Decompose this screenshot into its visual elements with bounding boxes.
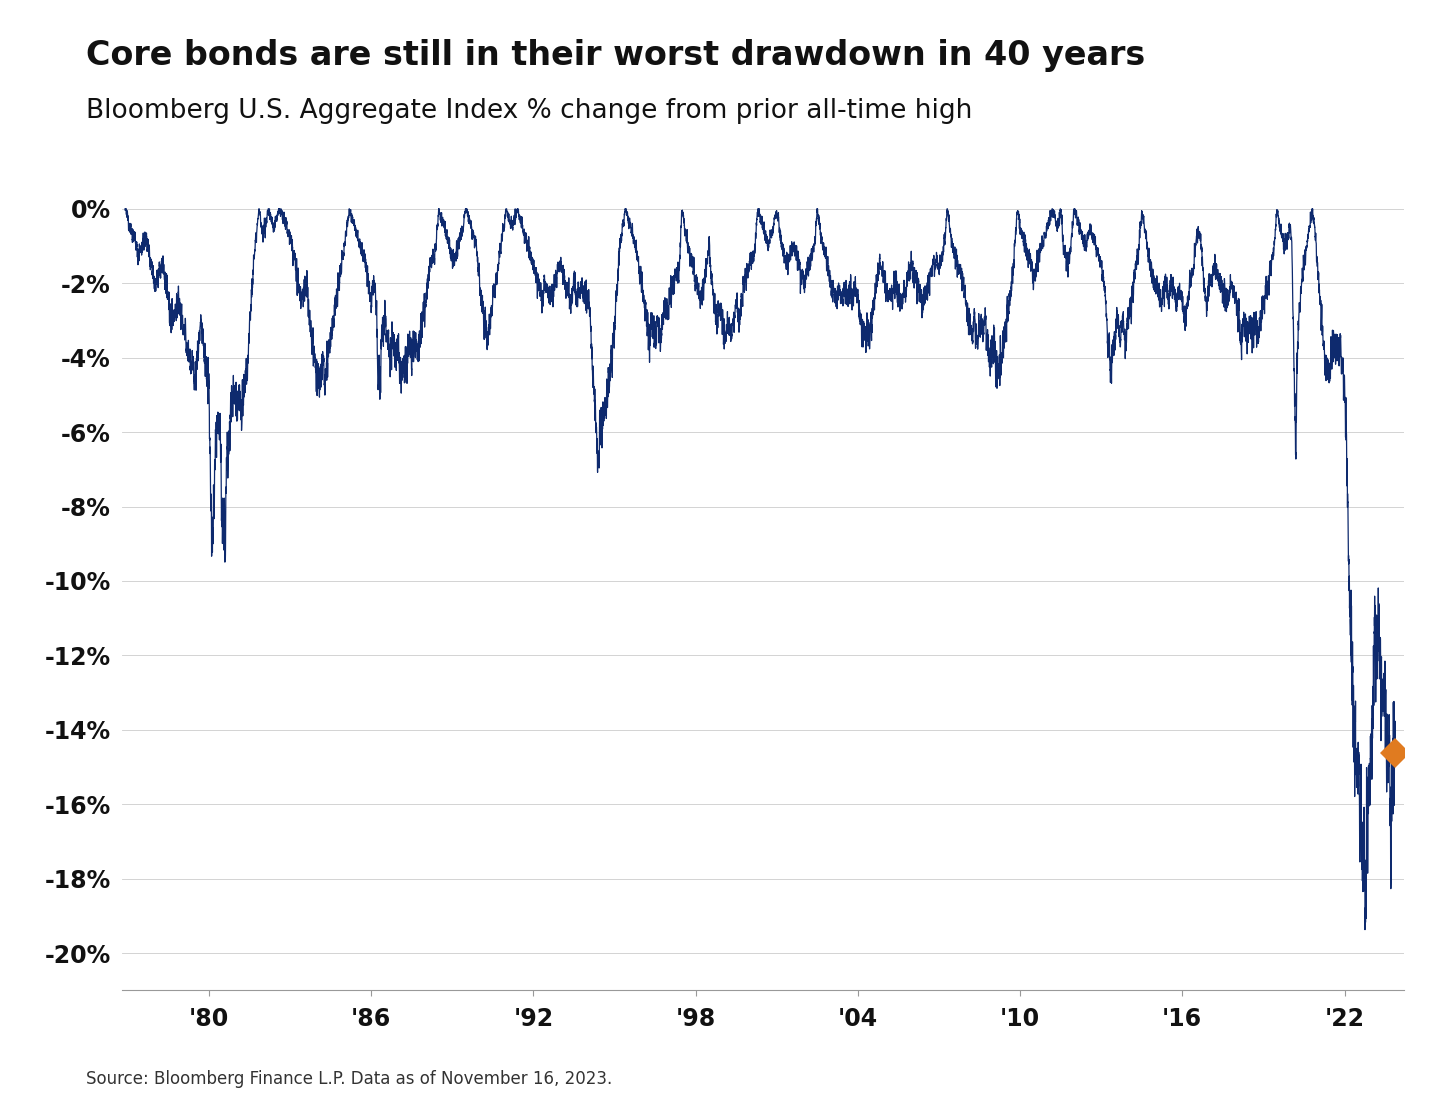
Text: Bloomberg U.S. Aggregate Index % change from prior all-time high: Bloomberg U.S. Aggregate Index % change … [86, 98, 973, 124]
Text: Source: Bloomberg Finance L.P. Data as of November 16, 2023.: Source: Bloomberg Finance L.P. Data as o… [86, 1070, 618, 1088]
Text: Core bonds are still in their worst drawdown in 40 years: Core bonds are still in their worst draw… [86, 39, 1146, 72]
